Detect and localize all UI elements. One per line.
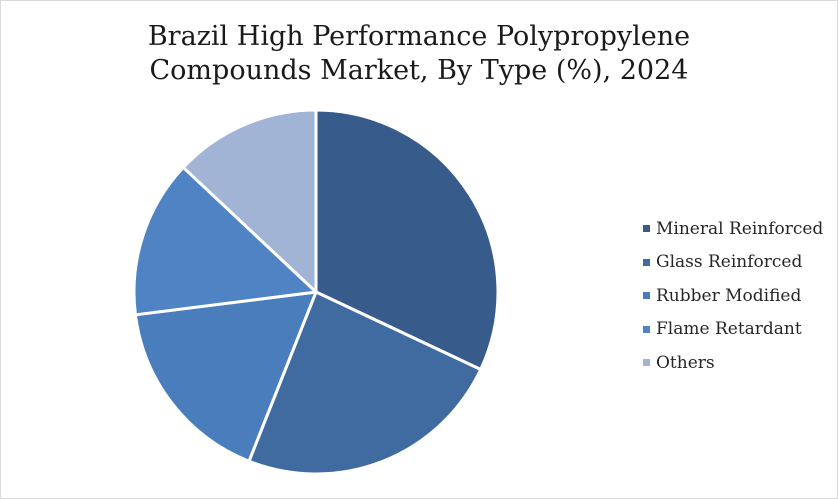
pie-slice-rubber-modified [133,290,318,463]
chart-title-line-2: Compounds Market, By Type (%), 2024 [149,55,689,86]
legend-label-flame-retardant: Flame Retardant [656,319,802,340]
chart-title: Brazil High Performance Polypropylene Co… [0,20,838,88]
legend-item-others: Others [643,346,823,380]
legend-swatch-glass-reinforced [643,258,650,266]
chart-title-line-1: Brazil High Performance Polypropylene [147,21,691,52]
legend-item-mineral-reinforced: Mineral Reinforced [643,212,823,246]
legend-item-flame-retardant: Flame Retardant [643,313,823,347]
pie-slice-mineral-reinforced [314,108,500,371]
pie-slice-others [181,108,318,294]
legend-label-others: Others [656,352,715,373]
legend-item-rubber-modified: Rubber Modified [643,279,823,313]
legend-swatch-rubber-modified [643,292,650,300]
pie-slice-flame-retardant [132,165,318,317]
legend-label-glass-reinforced: Glass Reinforced [656,252,803,273]
legend-swatch-others [643,359,650,367]
legend: Mineral Reinforced Glass Reinforced Rubb… [643,212,823,380]
legend-label-mineral-reinforced: Mineral Reinforced [656,218,824,239]
legend-swatch-flame-retardant [643,325,650,333]
pie-slice-glass-reinforced [247,290,483,476]
legend-swatch-mineral-reinforced [643,225,650,233]
legend-item-glass-reinforced: Glass Reinforced [643,246,823,280]
legend-label-rubber-modified: Rubber Modified [656,285,802,306]
